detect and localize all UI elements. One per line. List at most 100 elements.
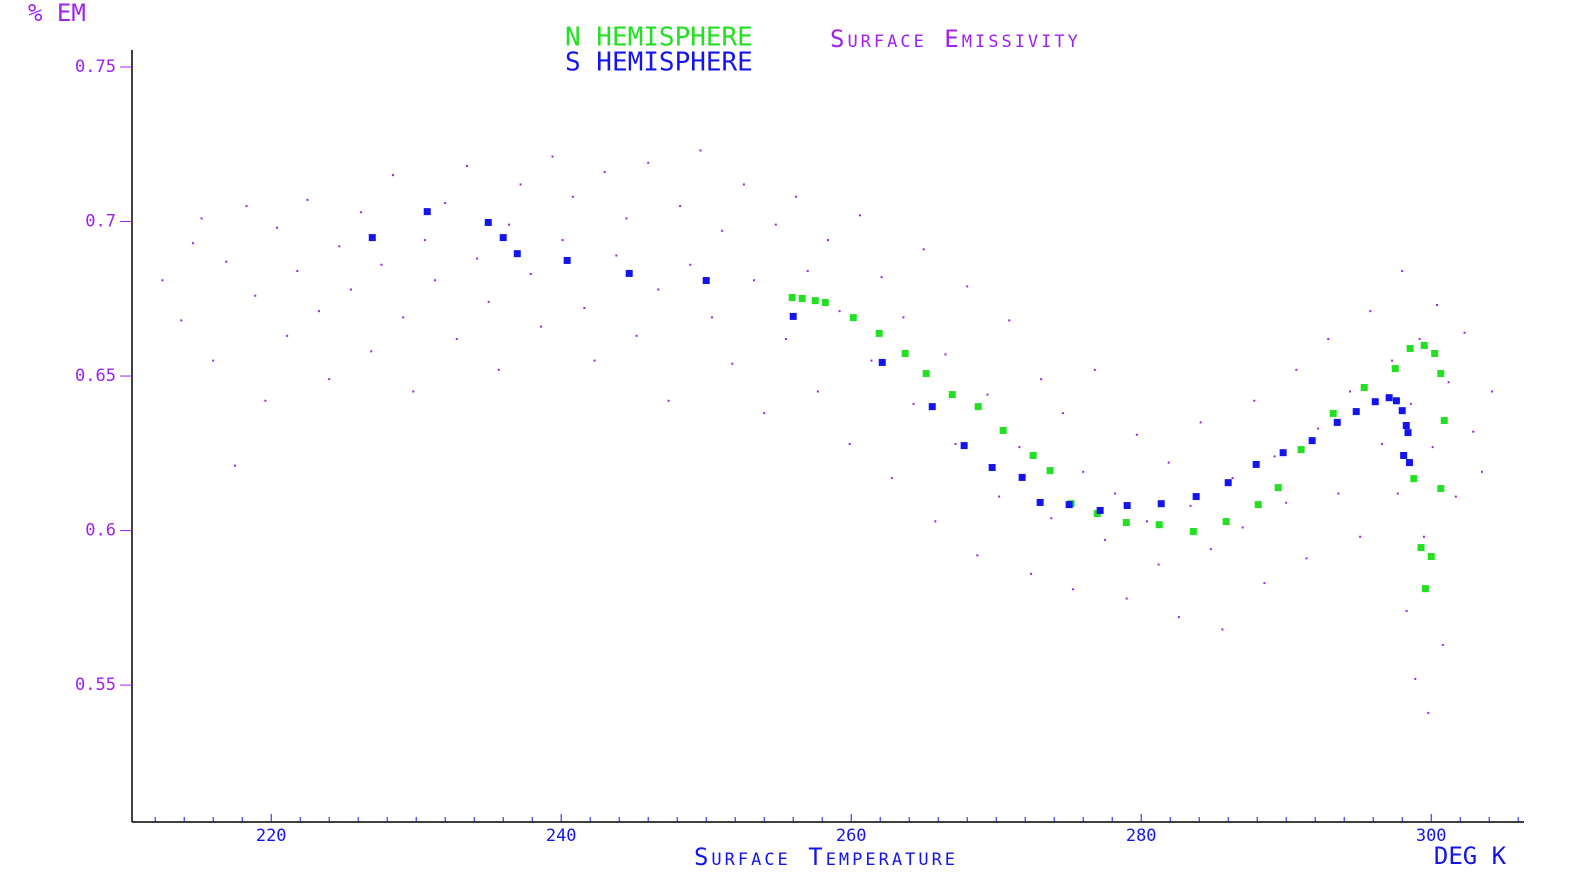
scatter-marker xyxy=(625,269,633,277)
scatter-marker xyxy=(821,298,829,306)
scatter-marker xyxy=(1254,501,1262,509)
scatter-dot xyxy=(276,226,278,229)
scatter-marker xyxy=(1406,345,1414,353)
scatter-dot xyxy=(858,214,861,217)
scatter-marker xyxy=(1398,407,1406,415)
scatter-dot xyxy=(1221,628,1224,631)
scatter-marker xyxy=(1329,409,1337,417)
scatter-dot xyxy=(976,554,979,557)
scatter-dot xyxy=(191,242,194,245)
scatter-dot xyxy=(753,279,756,282)
scatter-dot xyxy=(1157,563,1160,566)
scatter-marker xyxy=(1405,459,1413,467)
scatter-marker xyxy=(811,297,819,305)
scatter-dot xyxy=(1480,470,1483,473)
scatter-marker xyxy=(1402,421,1410,429)
scatter-marker xyxy=(1440,417,1448,425)
scatter-marker xyxy=(878,358,886,366)
scatter-dot xyxy=(306,198,309,201)
scatter-dot xyxy=(922,248,925,251)
scatter-dot xyxy=(296,269,299,272)
scatter-dot xyxy=(679,205,682,208)
chart-title: Surface Emissivity xyxy=(830,25,1081,53)
x-tick-label: 240 xyxy=(546,826,577,846)
scatter-dot xyxy=(1199,421,1202,424)
scatter-dot xyxy=(392,174,394,177)
scatter-dot xyxy=(657,288,660,291)
scatter-dot xyxy=(1253,399,1256,402)
scatter-marker xyxy=(1360,383,1368,391)
scatter-dot xyxy=(880,276,883,279)
scatter-dot xyxy=(1018,446,1021,449)
scatter-dot xyxy=(180,319,183,322)
legend-label: N HEMISPHERE xyxy=(565,23,753,53)
scatter-marker xyxy=(789,312,797,320)
scatter-marker xyxy=(1421,585,1429,593)
scatter-dot xyxy=(161,279,164,282)
scatter-dot xyxy=(571,195,574,198)
scatter-marker xyxy=(1224,479,1232,487)
scatter-dot xyxy=(934,520,937,523)
scatter-marker xyxy=(999,426,1007,434)
scatter-marker xyxy=(1420,341,1428,349)
scatter-dot xyxy=(1146,520,1148,523)
scatter-dot xyxy=(1135,433,1138,436)
scatter-marker xyxy=(788,294,796,302)
scatter-marker xyxy=(1192,493,1200,501)
scatter-dot xyxy=(1093,368,1096,371)
scatter-dot xyxy=(711,316,713,319)
scatter-dot xyxy=(731,362,734,365)
scatter-dot xyxy=(838,310,841,313)
scatter-marker xyxy=(1279,449,1287,457)
scatter-dot xyxy=(1491,390,1494,393)
scatter-dot xyxy=(1295,368,1298,371)
scatter-marker xyxy=(1046,467,1054,475)
scatter-dot xyxy=(1082,470,1085,473)
scatter-dot xyxy=(954,443,957,446)
scatter-dot xyxy=(338,245,341,248)
scatter-marker xyxy=(702,277,710,285)
scatter-dot xyxy=(370,350,373,353)
legend-label: S HEMISPHERE xyxy=(565,48,753,78)
scatter-marker xyxy=(1065,501,1073,509)
scatter-dot xyxy=(349,288,352,291)
scatter-dot xyxy=(318,310,321,313)
scatter-marker xyxy=(928,403,936,411)
scatter-dot xyxy=(1359,535,1362,538)
scatter-marker xyxy=(1417,544,1425,552)
scatter-marker xyxy=(563,256,571,264)
scatter-dot xyxy=(1472,430,1475,433)
scatter-marker xyxy=(1371,398,1379,406)
scatter-dot xyxy=(286,334,289,337)
scatter-marker xyxy=(922,370,930,378)
scatter-dot xyxy=(742,183,745,186)
scatter-marker xyxy=(1122,519,1130,527)
scatter-marker xyxy=(1333,418,1341,426)
scatter-marker xyxy=(1252,460,1260,468)
scatter-marker xyxy=(849,314,857,322)
scatter-dot xyxy=(625,217,628,220)
scatter-marker xyxy=(1157,500,1165,508)
scatter-marker xyxy=(499,234,507,242)
scatter-dot xyxy=(328,378,331,381)
scatter-dot xyxy=(455,337,458,340)
scatter-marker xyxy=(423,208,431,216)
scatter-marker xyxy=(1385,394,1393,402)
scatter-dot xyxy=(1008,319,1011,322)
scatter-dot xyxy=(1414,677,1417,680)
scatter-marker xyxy=(1297,446,1305,454)
scatter-marker xyxy=(1018,473,1026,481)
scatter-dot xyxy=(647,161,650,164)
scatter-dot xyxy=(1114,492,1117,495)
scatter-dot xyxy=(1427,711,1430,714)
scatter-dot xyxy=(1327,337,1330,340)
scatter-dot xyxy=(225,260,228,263)
scatter-dot xyxy=(1305,557,1308,560)
scatter-marker xyxy=(798,294,806,302)
scatter-dot xyxy=(1103,538,1106,541)
scatter-dot xyxy=(1431,446,1434,449)
scatter-dot xyxy=(434,279,437,282)
scatter-dot xyxy=(497,368,500,371)
scatter-dot xyxy=(721,229,724,232)
